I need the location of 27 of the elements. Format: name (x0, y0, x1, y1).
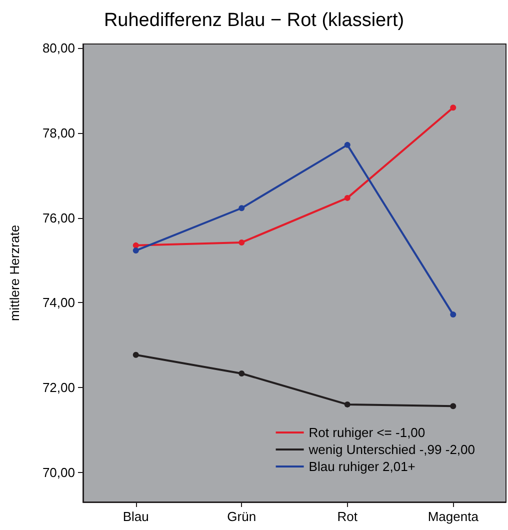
legend-label: Blau ruhiger 2,01+ (308, 459, 416, 474)
point (450, 312, 456, 318)
point (238, 370, 245, 377)
point (132, 248, 139, 254)
x-tick-label: Rot (337, 509, 358, 524)
legend-label: Rot ruhiger <= -1,00 (308, 425, 426, 440)
y-tick-label: 78,00 (42, 126, 75, 141)
point (344, 194, 350, 201)
y-tick-label: 72,00 (42, 380, 75, 395)
point (132, 352, 139, 358)
chart-title: Ruhedifferenz Blau − Rot (klassiert) (104, 10, 404, 31)
point (344, 142, 350, 148)
point (450, 104, 456, 111)
point (344, 401, 350, 408)
x-tick-label: Magenta (428, 509, 480, 524)
y-tick-label: 80,00 (42, 40, 75, 56)
y-tick-label: 74,00 (42, 295, 75, 310)
point (238, 205, 245, 212)
y-axis-title: mittlere Herzrate (7, 224, 22, 322)
legend-label: wenig Unterschied -,99 -2,00 (308, 442, 475, 457)
y-tick-label: 76,00 (42, 210, 75, 226)
point (238, 239, 245, 246)
point (450, 403, 456, 410)
x-tick-label: Grün (227, 509, 256, 524)
x-tick-label: Blau (122, 509, 149, 524)
y-tick-label: 70,00 (42, 464, 75, 480)
point (132, 242, 139, 248)
